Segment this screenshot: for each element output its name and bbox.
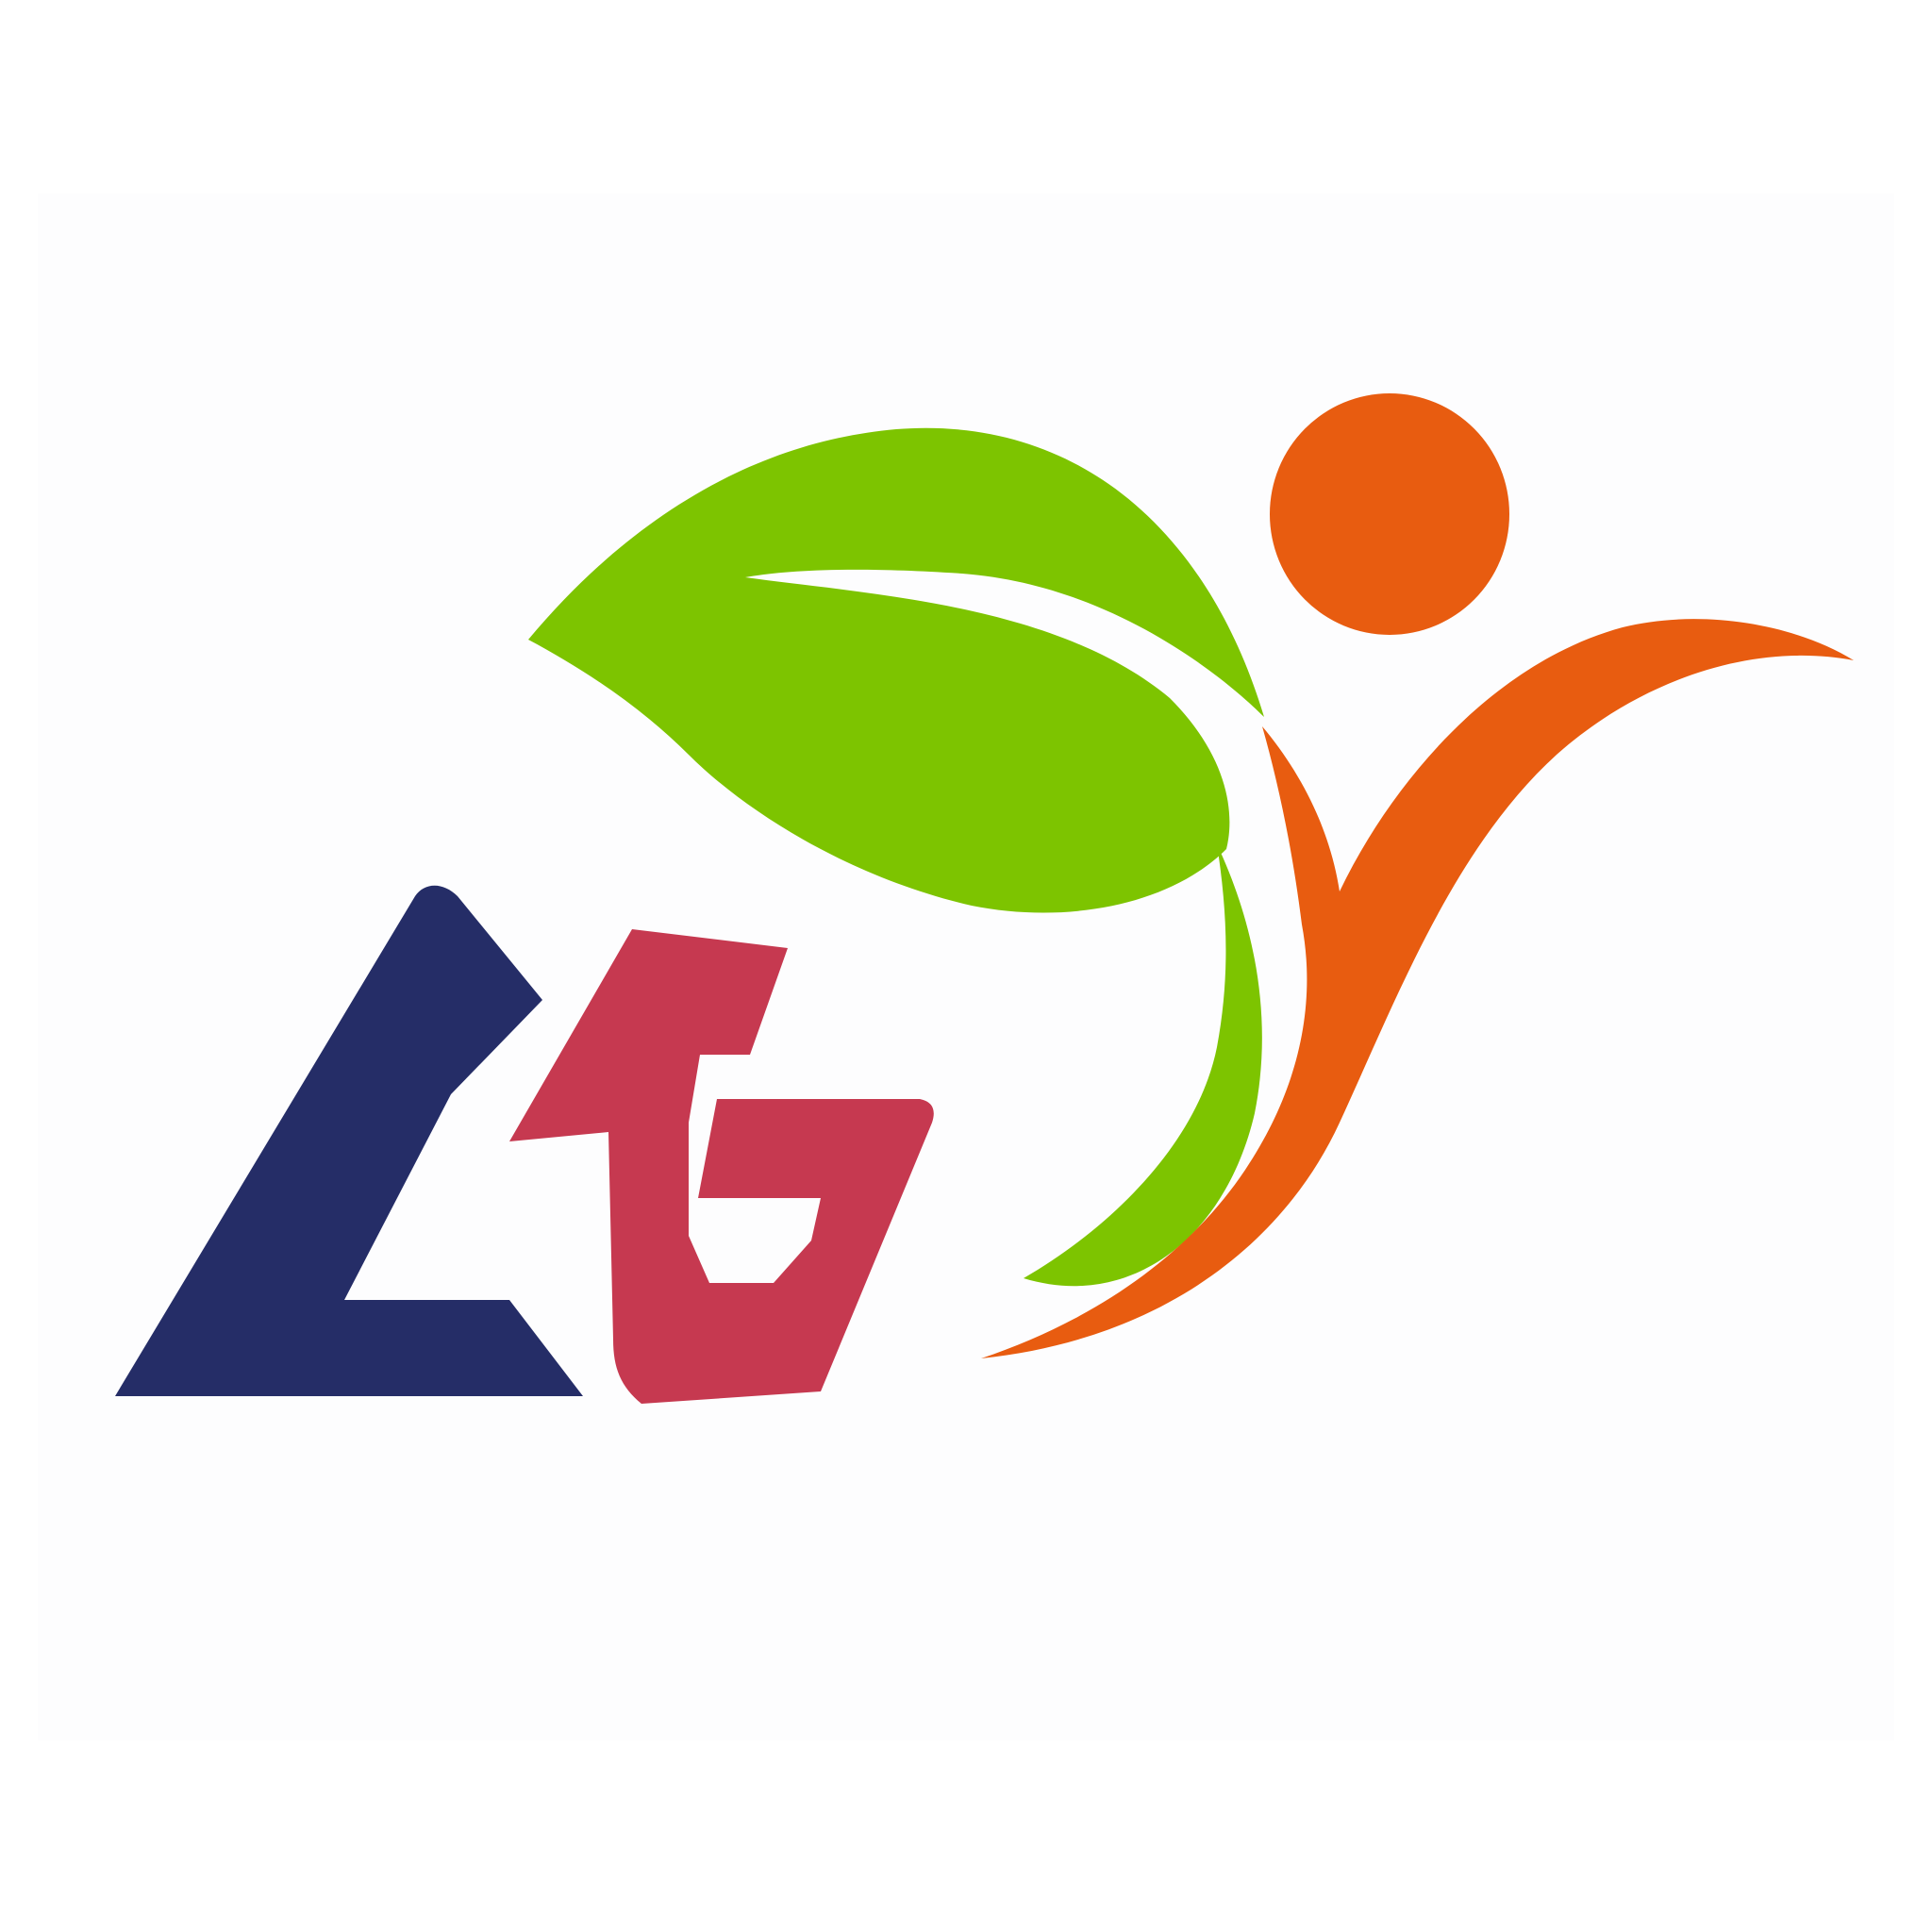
leaf-stem bbox=[1024, 844, 1262, 1287]
letter-c-icon bbox=[115, 885, 583, 1396]
letter-g-shape bbox=[509, 929, 934, 1404]
figure-head bbox=[1270, 393, 1509, 635]
letter-g-icon bbox=[509, 929, 934, 1404]
leaf-blade bbox=[528, 427, 1264, 913]
person-figure-icon bbox=[981, 393, 1854, 1358]
leaf-icon bbox=[528, 427, 1264, 1287]
letter-c-shape bbox=[115, 885, 583, 1396]
